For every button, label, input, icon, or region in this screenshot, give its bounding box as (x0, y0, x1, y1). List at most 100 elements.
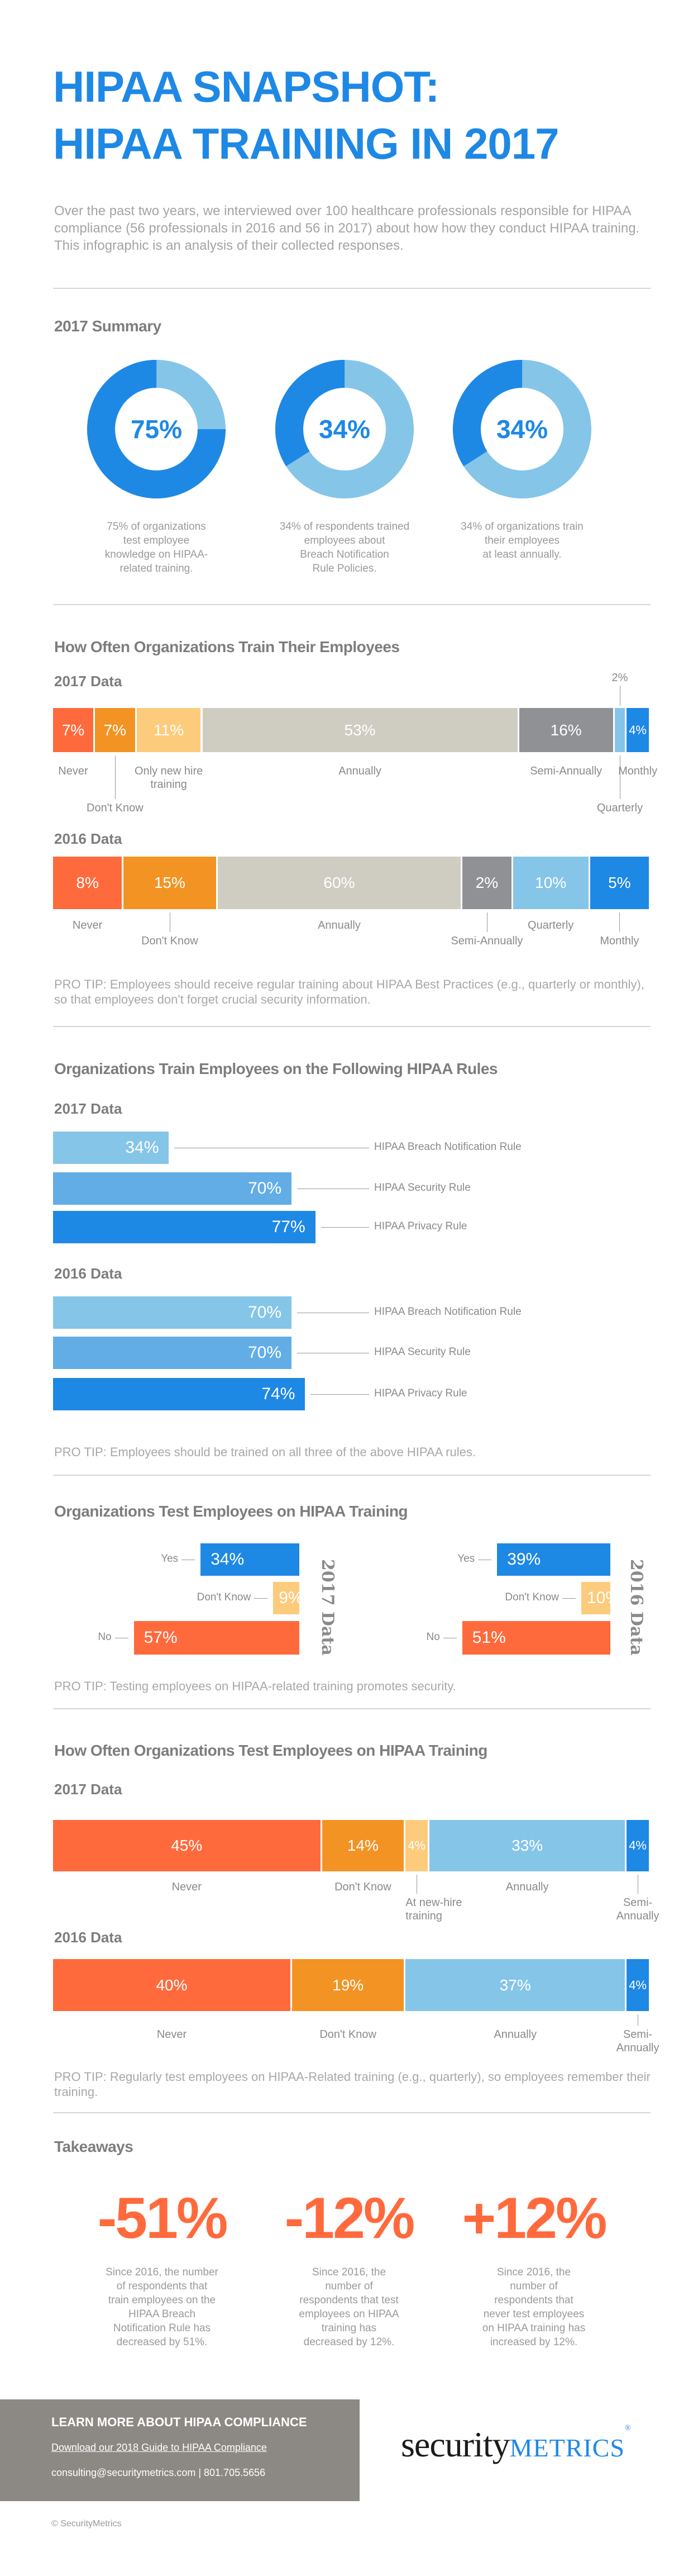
category-label: Annually (505, 1881, 549, 1893)
value-label: 33% (511, 1837, 543, 1854)
donut-caption: 34% of organizations train their employe… (461, 521, 584, 560)
value-label: 10% (535, 874, 567, 891)
divider (53, 1475, 651, 1476)
category-label: Don't Know (505, 1591, 559, 1603)
takeaway-text: Since 2016, the number of respondents th… (299, 2266, 399, 2348)
test-heading: Organizations Test Employees on HIPAA Tr… (54, 1503, 408, 1520)
donut-svg (453, 360, 591, 498)
rule-label: HIPAA Breach Notification Rule (374, 1306, 522, 1318)
takeaway-text: Since 2016, the number of respondents th… (482, 2266, 586, 2348)
bar-segment: 11% (136, 708, 201, 752)
category-label: Semi- Annually (616, 1897, 659, 1922)
category-label: No (426, 1631, 440, 1643)
rules-2016-label: 2016 Data (54, 1265, 122, 1282)
leader-line (310, 1394, 369, 1395)
leader-line (321, 1227, 369, 1228)
bar-segment: 7% (94, 708, 135, 752)
donut-value-arc (275, 360, 414, 498)
bar-segment: 33% (429, 1820, 625, 1871)
rule-bar: 70% (53, 1337, 291, 1369)
value-label: 60% (323, 874, 355, 891)
train-frequency-2017-label: 2017 Data (54, 673, 122, 690)
footer-box: LEARN MORE ABOUT HIPAA COMPLIANCE Downlo… (0, 2399, 360, 2501)
divider (53, 2112, 651, 2113)
logo-wordmark-security: security (401, 2425, 510, 2464)
donut-percentage: 34% (496, 415, 548, 444)
donut-value-arc (453, 360, 591, 498)
leader-line (619, 912, 620, 932)
category-label: Never (156, 2028, 187, 2041)
category-label: Annually (338, 765, 381, 777)
value-label: 8% (76, 874, 99, 891)
year-label: 2016 Data (627, 1559, 646, 1656)
donut-chart: 34% (275, 359, 414, 499)
category-label: Don't Know (197, 1591, 251, 1603)
logo-wordmark-metrics: METRICS (509, 2434, 625, 2462)
divider (53, 1708, 651, 1709)
pro-tip: PRO TIP: Testing employees on HIPAA-rela… (54, 1679, 456, 1693)
takeaway-text: Since 2016, the number of respondents th… (106, 2266, 218, 2348)
bar-segment: 4% (627, 1959, 649, 2011)
value-label: 74% (261, 1385, 295, 1403)
value-label: 51% (472, 1628, 506, 1647)
bar-segment: 40% (53, 1959, 290, 2011)
value-label: 57% (144, 1628, 178, 1647)
category-label: Never (72, 919, 103, 931)
bar-segment: 10% (513, 857, 589, 909)
title-line-1: HIPAA SNAPSHOT: (53, 62, 439, 111)
category-label: No (98, 1631, 112, 1643)
divider (53, 288, 651, 289)
test-frequency-2016-label: 2016 Data (54, 1929, 122, 1946)
category-label: Never (58, 765, 88, 777)
test-bar: 39% (497, 1543, 610, 1576)
donut-svg (87, 360, 226, 498)
guide-download-link[interactable]: Download our 2018 Guide to HIPAA Complia… (51, 2442, 267, 2453)
value-label: 14% (347, 1837, 379, 1854)
rule-label: HIPAA Privacy Rule (374, 1387, 467, 1399)
category-label: Only new hire training (135, 765, 203, 791)
divider (53, 604, 651, 605)
category-label: Don't Know (87, 802, 144, 814)
test-bar: 57% (133, 1621, 299, 1655)
rules-heading: Organizations Train Employees on the Fol… (54, 1060, 498, 1077)
value-label: 70% (247, 1179, 281, 1197)
rule-bar: 70% (53, 1172, 291, 1205)
bar-segment: 53% (202, 708, 518, 752)
value-label: 77% (271, 1218, 305, 1236)
intro-text: Over the past two years, we interviewed … (54, 203, 640, 253)
takeaways-heading: Takeaways (54, 2138, 133, 2155)
test-bar: 51% (462, 1621, 610, 1655)
bar-segment: 15% (123, 857, 216, 909)
rule-bar: 77% (53, 1211, 315, 1243)
donut-caption: 34% of respondents trained employees abo… (279, 521, 410, 574)
rule-bar: 34% (53, 1132, 169, 1164)
summary-heading: 2017 Summary (54, 317, 161, 335)
bar-segment: 45% (53, 1820, 321, 1871)
bar-segment: 60% (217, 857, 461, 909)
category-label: Semi- Annually (616, 2028, 659, 2054)
category-label: Don't Know (141, 935, 198, 947)
value-label: 34% (125, 1138, 159, 1157)
bar-segment: 4% (627, 1820, 649, 1871)
bar-segment (614, 708, 625, 752)
value-label: 2% (475, 874, 499, 891)
category-label: Annually (494, 2028, 537, 2041)
bar-segment: 14% (322, 1820, 404, 1871)
test-bar: 9% (273, 1582, 303, 1614)
bar-segment: 8% (53, 857, 122, 909)
rule-bar: 74% (53, 1378, 305, 1410)
registered-mark: ® (624, 2424, 631, 2432)
value-label: 53% (344, 721, 376, 739)
bar-segment: 4% (627, 708, 649, 752)
test-bar: 10% (581, 1582, 620, 1614)
donut-percentage: 75% (130, 415, 183, 444)
value-label: 4% (629, 1978, 647, 1992)
title-line-2: HIPAA TRAINING IN 2017 (53, 119, 560, 168)
donut-chart: 34% (452, 359, 592, 499)
rules-2017-label: 2017 Data (54, 1100, 122, 1117)
leader-line (562, 1598, 576, 1599)
category-label: Annually (318, 919, 361, 931)
rule-bar: 70% (53, 1296, 291, 1329)
bar-segment: 7% (53, 708, 93, 752)
pro-tip: PRO TIP: Employees should receive regula… (54, 977, 644, 1006)
